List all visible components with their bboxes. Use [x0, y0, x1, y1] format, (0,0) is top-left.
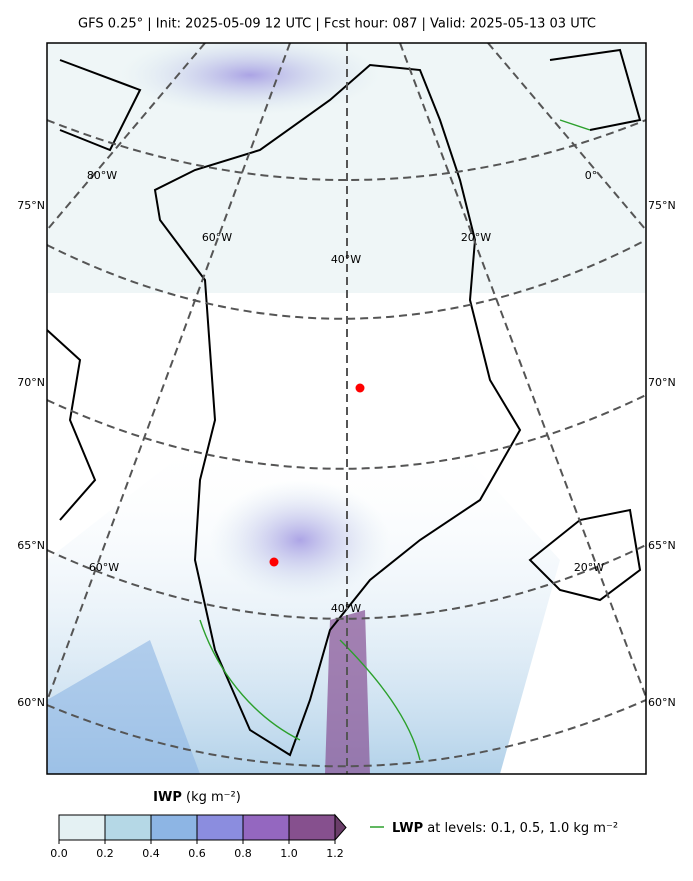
- graticule: [47, 43, 646, 774]
- lat-label: 65°N: [648, 539, 676, 552]
- lon-label: 0°: [585, 169, 598, 182]
- coastline: [47, 329, 97, 521]
- colorbar-tick-label: 0.4: [142, 847, 160, 860]
- colorbar-segment: [289, 815, 335, 840]
- colorbar-segment: [151, 815, 197, 840]
- colorbar-tick-label: 0.0: [50, 847, 68, 860]
- lat-label: 75°N: [17, 199, 45, 212]
- coastline: [549, 48, 642, 131]
- graticule-labels: 75°N 75°N 70°N 70°N 65°N 65°N 60°N 60°N 80°W 60°W…: [17, 169, 675, 709]
- legend-desc: at levels: 0.1, 0.5, 1.0 kg m⁻²: [427, 821, 618, 836]
- iwp-field: [325, 610, 370, 774]
- iwp-field: [210, 480, 390, 600]
- colorbar-segment: [59, 815, 105, 840]
- lat-label: 60°N: [17, 696, 45, 709]
- lon-label: 60°W: [202, 231, 232, 244]
- colorbar-segment: [105, 815, 151, 840]
- lon-label: 60°W: [89, 561, 119, 574]
- lon-label: 20°W: [574, 561, 604, 574]
- lon-label: 40°W: [331, 253, 361, 266]
- colorbar-tick-label: 0.6: [188, 847, 206, 860]
- lon-label: 20°W: [461, 231, 491, 244]
- lat-label: 65°N: [17, 539, 45, 552]
- lon-label: 80°W: [87, 169, 117, 182]
- lat-label: 60°N: [648, 696, 676, 709]
- colorbar-tick-label: 0.8: [234, 847, 252, 860]
- coastline: [153, 63, 522, 757]
- title: GFS 0.25° | Init: 2025-05-09 12 UTC | Fc…: [78, 17, 596, 32]
- lat-label: 70°N: [17, 376, 45, 389]
- colorbar-tick-label: 1.2: [326, 847, 344, 860]
- iwp-field: [47, 440, 560, 774]
- legend: LWP at levels: 0.1, 0.5, 1.0 kg m⁻²: [370, 821, 618, 836]
- legend-text: LWP at levels: 0.1, 0.5, 1.0 kg m⁻²: [392, 821, 618, 836]
- coastline: [59, 59, 142, 152]
- map: [47, 43, 646, 774]
- colorbar: 0.0 0.2 0.4 0.6 0.8 1.0 1.2: [50, 813, 347, 860]
- iwp-field: [120, 43, 380, 115]
- iwp-field: [47, 640, 200, 774]
- colorbar-segment: [243, 815, 289, 840]
- lwp-contour: [199, 119, 591, 761]
- map-frame: [46, 42, 647, 775]
- lon-label: 40°W: [331, 602, 361, 615]
- colorbar-unit: (kg m⁻²): [186, 790, 241, 805]
- colorbar-extend: [334, 813, 347, 842]
- station-marker: [355, 383, 365, 393]
- colorbar-label: IWP (kg m⁻²): [153, 790, 241, 805]
- colorbar-name: IWP: [153, 790, 182, 805]
- legend-name: LWP: [392, 821, 423, 836]
- colorbar-segment: [197, 815, 243, 840]
- lat-label: 70°N: [648, 376, 676, 389]
- colorbar-tick-label: 0.2: [96, 847, 114, 860]
- lat-label: 75°N: [648, 199, 676, 212]
- colorbar-tick-label: 1.0: [280, 847, 298, 860]
- station-marker: [269, 557, 279, 567]
